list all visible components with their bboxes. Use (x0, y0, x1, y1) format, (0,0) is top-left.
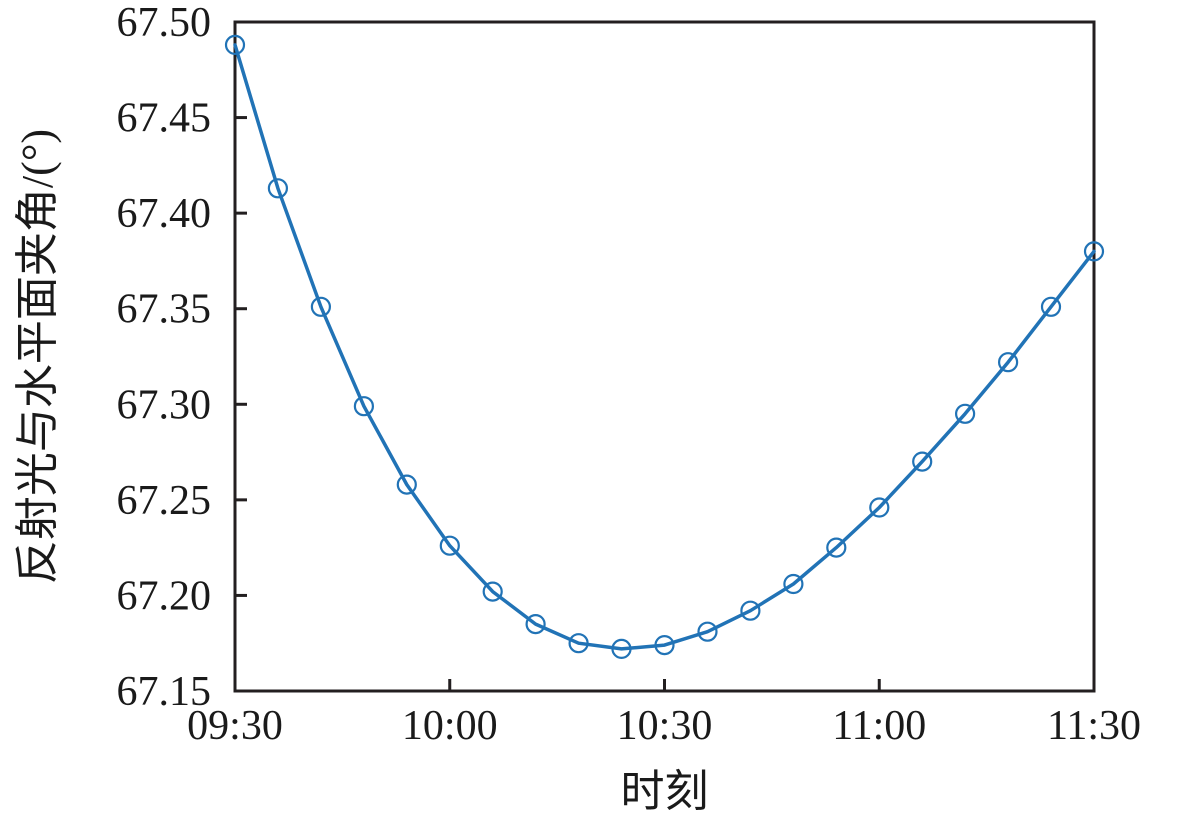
data-point-marker (912, 451, 933, 472)
data-point-marker (826, 537, 847, 558)
data-point-marker (954, 403, 976, 424)
y-tick-label: 67.40 (117, 191, 212, 237)
data-point-marker (310, 296, 331, 317)
y-axis-label: 反射光与水平面夹角/(°) (13, 129, 62, 584)
data-line (233, 43, 1096, 651)
data-markers (224, 34, 1105, 660)
x-axis-tick-labels: 09:30 10:00 10:30 11:00 11:30 (187, 703, 1141, 749)
x-tick-label: 10:00 (402, 703, 498, 749)
plot-border (233, 20, 1096, 693)
data-point-marker (525, 613, 546, 635)
data-point-marker (1083, 241, 1105, 262)
y-tick-label: 67.25 (117, 478, 212, 524)
x-axis-ticks (233, 679, 1096, 691)
data-point-marker (267, 178, 288, 199)
y-axis-tick-labels: 67.15 67.20 67.25 67.30 67.35 67.40 67.45 67.50 (117, 0, 212, 715)
data-point-marker (997, 352, 1019, 373)
y-tick-label: 67.45 (117, 96, 212, 142)
data-point-marker (783, 573, 804, 595)
x-tick-label: 11:30 (1047, 703, 1141, 749)
data-point-marker (1040, 296, 1062, 317)
y-tick-label: 67.50 (117, 0, 212, 46)
x-tick-label: 11:00 (832, 703, 926, 749)
data-point-marker (353, 396, 374, 417)
data-point-marker (439, 535, 460, 556)
data-point-marker (697, 621, 718, 642)
y-axis-ticks (235, 20, 247, 693)
data-point-marker (568, 633, 589, 654)
data-point-marker (224, 34, 246, 56)
x-tick-label: 10:30 (617, 703, 713, 749)
y-tick-label: 67.15 (117, 669, 212, 715)
data-point-marker (611, 638, 632, 660)
x-tick-label: 09:30 (187, 703, 283, 749)
data-point-marker (482, 581, 503, 602)
y-tick-label: 67.30 (117, 382, 212, 428)
data-point-marker (396, 474, 417, 495)
data-point-marker (740, 600, 761, 621)
y-tick-label: 67.35 (117, 287, 212, 333)
data-point-marker (869, 497, 890, 518)
y-tick-label: 67.20 (117, 573, 212, 619)
x-axis-label: 时刻 (621, 767, 709, 816)
data-point-marker (654, 634, 675, 656)
